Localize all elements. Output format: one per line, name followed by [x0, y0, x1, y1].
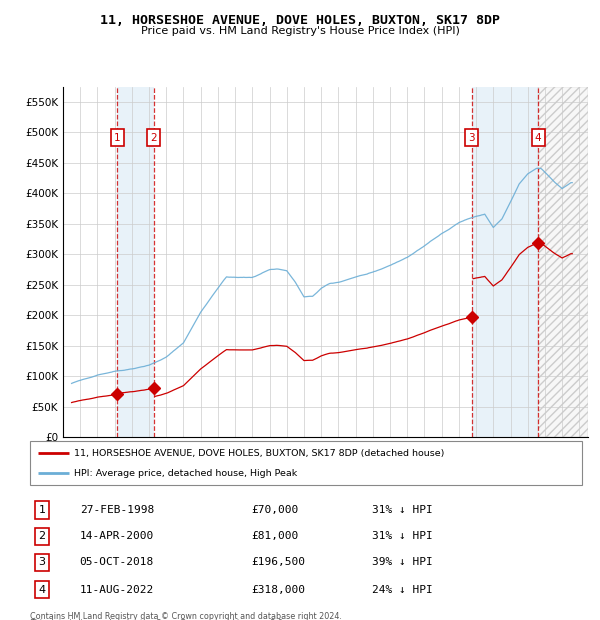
Text: Price paid vs. HM Land Registry's House Price Index (HPI): Price paid vs. HM Land Registry's House … [140, 26, 460, 36]
Text: 2: 2 [151, 133, 157, 143]
Text: Contains HM Land Registry data © Crown copyright and database right 2024.: Contains HM Land Registry data © Crown c… [30, 612, 342, 620]
Text: 27-FEB-1998: 27-FEB-1998 [80, 505, 154, 515]
Text: 24% ↓ HPI: 24% ↓ HPI [372, 585, 433, 595]
Text: £196,500: £196,500 [251, 557, 305, 567]
Text: 11-AUG-2022: 11-AUG-2022 [80, 585, 154, 595]
Text: £70,000: £70,000 [251, 505, 298, 515]
Text: £318,000: £318,000 [251, 585, 305, 595]
Text: 11, HORSESHOE AVENUE, DOVE HOLES, BUXTON, SK17 8DP (detached house): 11, HORSESHOE AVENUE, DOVE HOLES, BUXTON… [74, 449, 445, 458]
Bar [538, 87, 588, 437]
Text: 14-APR-2000: 14-APR-2000 [80, 531, 154, 541]
Bar [472, 87, 538, 437]
Text: 3: 3 [38, 557, 46, 567]
Text: 31% ↓ HPI: 31% ↓ HPI [372, 505, 433, 515]
Text: 1: 1 [114, 133, 121, 143]
Bar [538, 87, 588, 437]
Text: This data is licensed under the Open Government Licence v3.0.: This data is licensed under the Open Gov… [30, 619, 286, 620]
Text: 31% ↓ HPI: 31% ↓ HPI [372, 531, 433, 541]
Text: 4: 4 [38, 585, 46, 595]
Text: 05-OCT-2018: 05-OCT-2018 [80, 557, 154, 567]
Text: £81,000: £81,000 [251, 531, 298, 541]
Text: 3: 3 [469, 133, 475, 143]
Text: 4: 4 [535, 133, 541, 143]
Text: 11, HORSESHOE AVENUE, DOVE HOLES, BUXTON, SK17 8DP: 11, HORSESHOE AVENUE, DOVE HOLES, BUXTON… [100, 14, 500, 27]
Text: HPI: Average price, detached house, High Peak: HPI: Average price, detached house, High… [74, 469, 298, 477]
Text: 1: 1 [38, 505, 46, 515]
Text: 39% ↓ HPI: 39% ↓ HPI [372, 557, 433, 567]
FancyBboxPatch shape [30, 441, 582, 485]
Text: 2: 2 [38, 531, 46, 541]
Bar [117, 87, 154, 437]
